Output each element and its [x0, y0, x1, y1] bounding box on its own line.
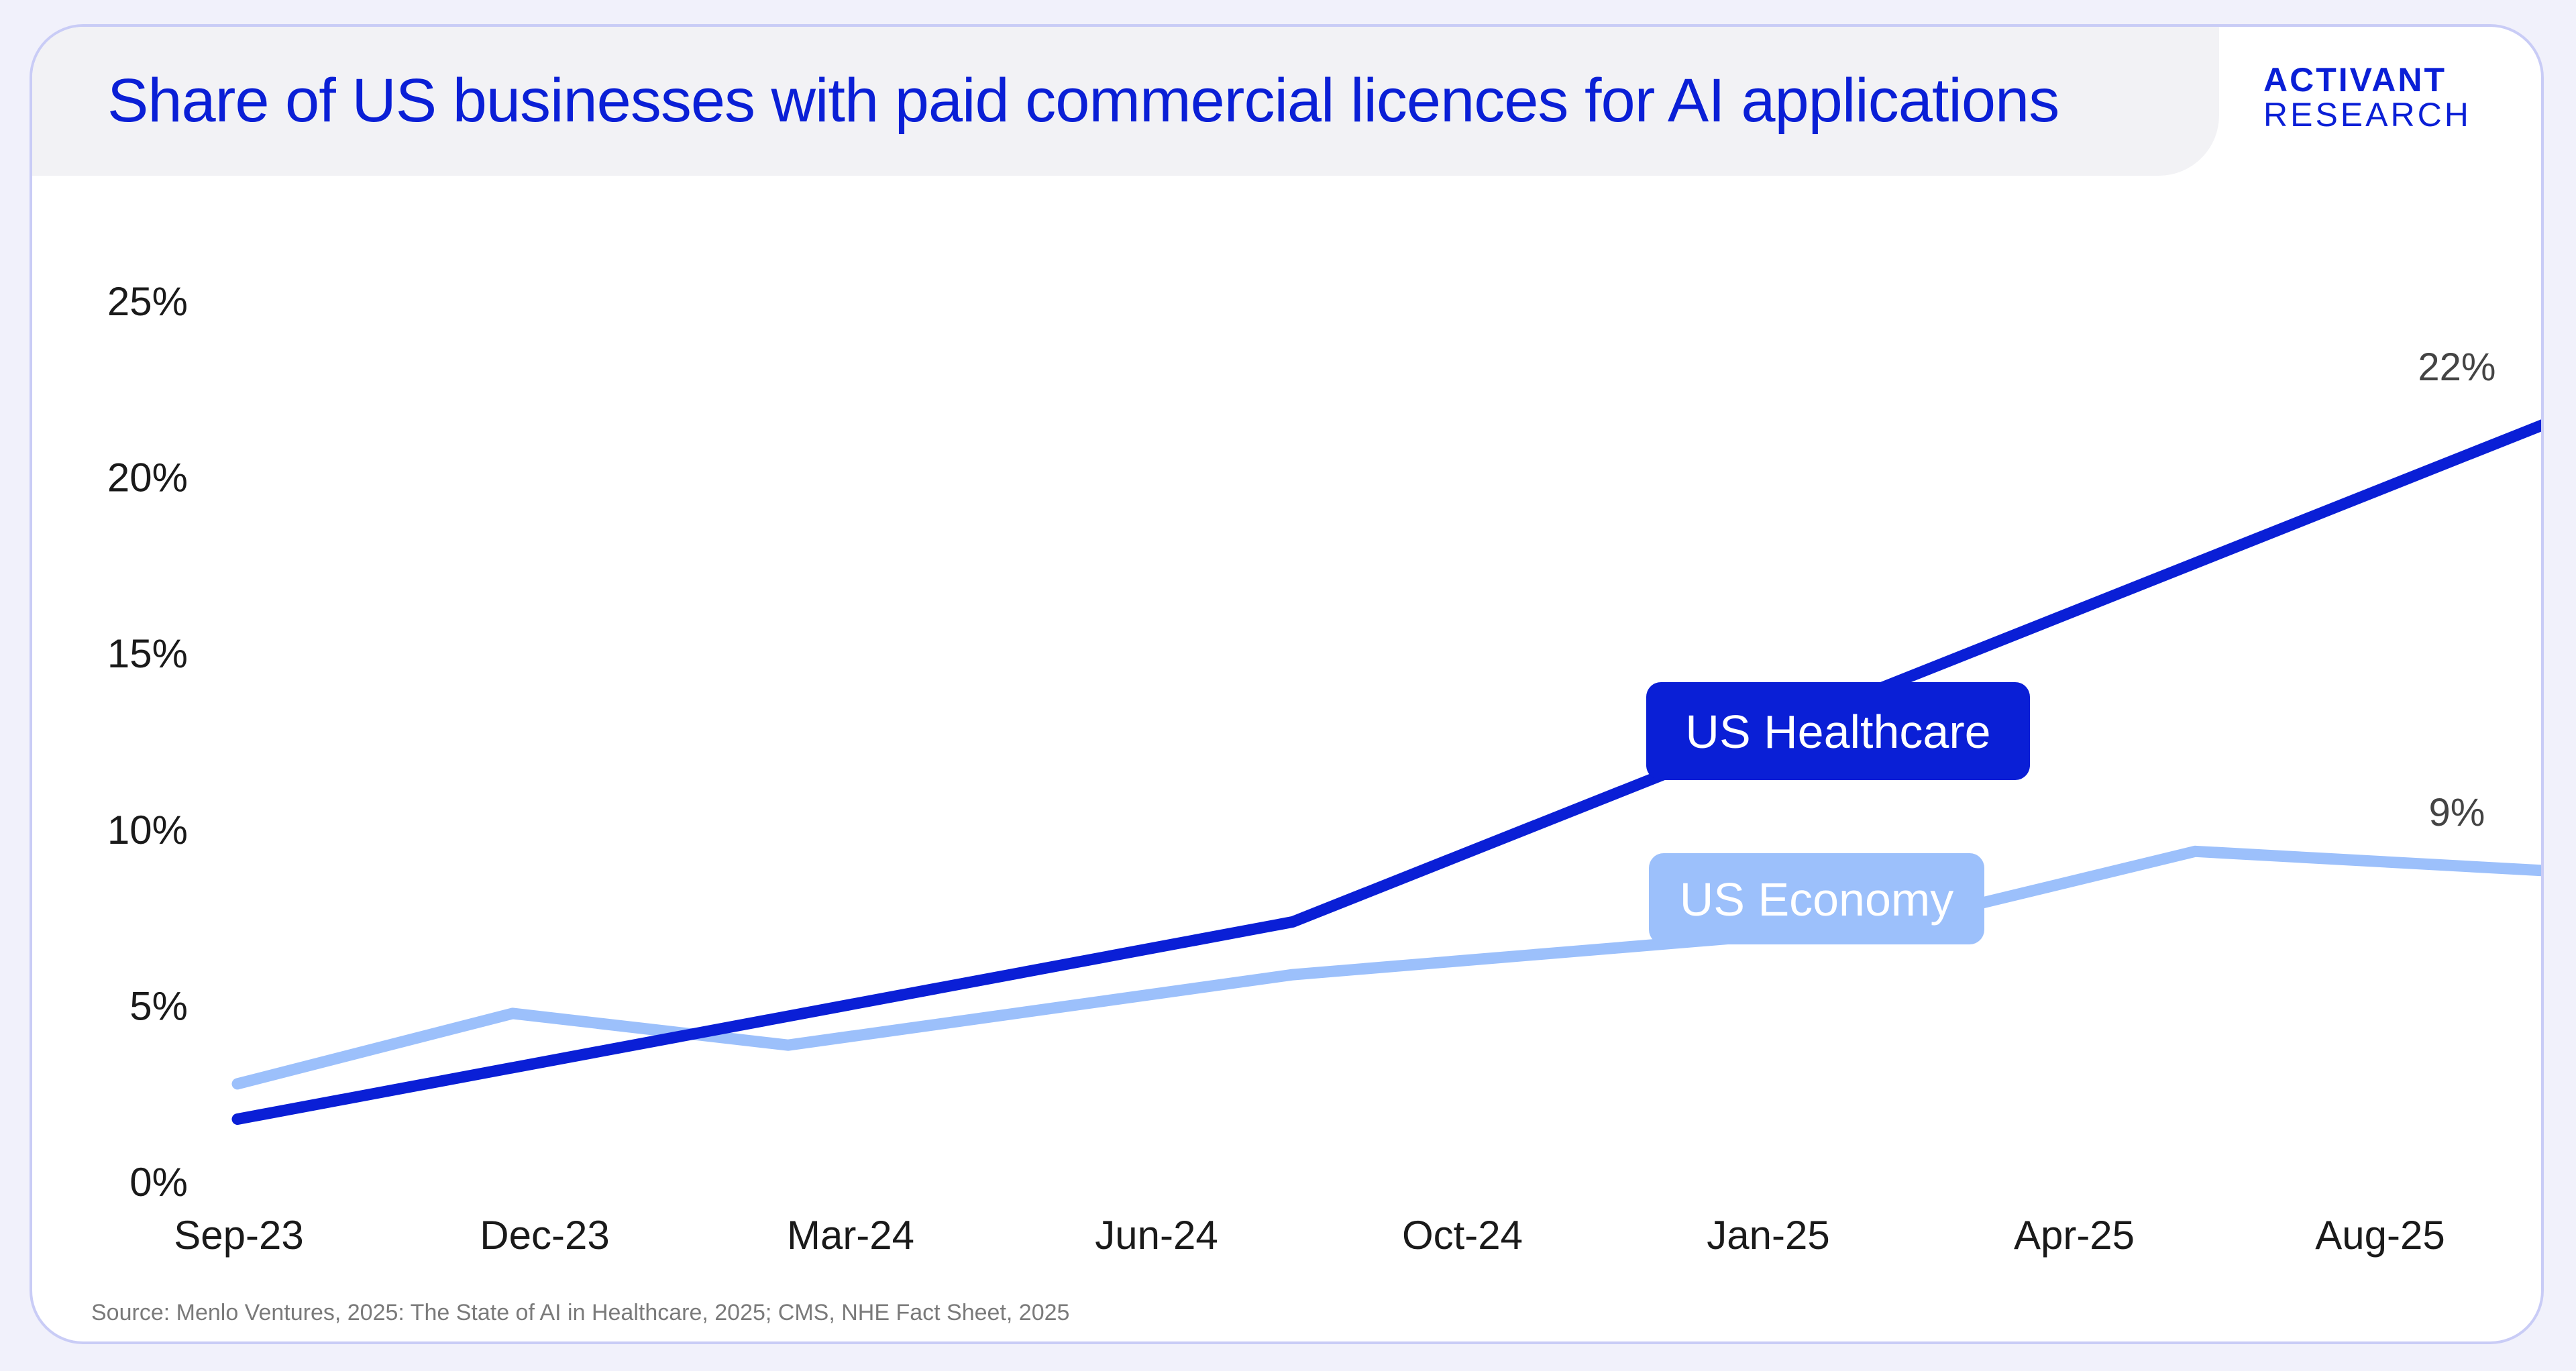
- label-us-economy-text: US Economy: [1680, 873, 1953, 926]
- line-chart: 0% 5% 10% 15% 20% 25% Sep-23 Dec-23 Mar-24 Jun-2…: [107, 279, 2541, 1258]
- x-tick-label: Jan-25: [1707, 1213, 1829, 1258]
- end-label-us-economy: 9%: [2428, 791, 2485, 834]
- y-tick-label: 25%: [107, 279, 188, 324]
- y-axis: 0% 5% 10% 15% 20% 25%: [107, 279, 188, 1205]
- x-tick-label: Jun-24: [1095, 1213, 1218, 1258]
- x-tick-label: Aug-25: [2315, 1213, 2445, 1258]
- chart-card: Share of US businesses with paid commerc…: [30, 24, 2544, 1344]
- label-us-healthcare-box: [1646, 682, 2030, 780]
- end-value-labels: 22% 9%: [2418, 345, 2496, 834]
- x-tick-label: Dec-23: [480, 1213, 609, 1258]
- activant-research-logo: ACTIVANT RESEARCH: [2263, 63, 2471, 131]
- x-tick-label: Oct-24: [1402, 1213, 1523, 1258]
- y-tick-label: 0%: [129, 1160, 188, 1205]
- title-bar: Share of US businesses with paid commerc…: [32, 27, 2219, 176]
- chart-title: Share of US businesses with paid commerc…: [107, 66, 2059, 135]
- x-axis: Sep-23 Dec-23 Mar-24 Jun-24 Oct-24 Jan-25 Apr-…: [174, 1213, 2445, 1258]
- logo-line-1: ACTIVANT: [2263, 61, 2447, 99]
- x-tick-label: Apr-25: [2014, 1213, 2135, 1258]
- series-lines: [231, 419, 2541, 1125]
- y-tick-label: 10%: [107, 808, 188, 853]
- series-line-us-healthcare: [231, 419, 2541, 1125]
- source-note: Source: Menlo Ventures, 2025: The State …: [91, 1300, 1070, 1325]
- y-tick-label: 5%: [129, 983, 188, 1028]
- y-tick-label: 15%: [107, 631, 188, 676]
- series-line-us-economy: [231, 845, 2541, 1090]
- x-tick-label: Mar-24: [787, 1213, 914, 1258]
- label-us-economy-box: [1649, 853, 1984, 944]
- label-us-healthcare: US Healthcare: [1646, 682, 2030, 780]
- label-us-economy: US Economy: [1649, 853, 1984, 944]
- end-label-us-healthcare: 22%: [2418, 345, 2496, 389]
- logo-line-2: RESEARCH: [2263, 96, 2471, 133]
- series-labels: US Healthcare US Economy: [1646, 682, 2030, 944]
- y-tick-label: 20%: [107, 455, 188, 500]
- x-tick-label: Sep-23: [174, 1213, 303, 1258]
- label-us-healthcare-text: US Healthcare: [1685, 706, 1990, 758]
